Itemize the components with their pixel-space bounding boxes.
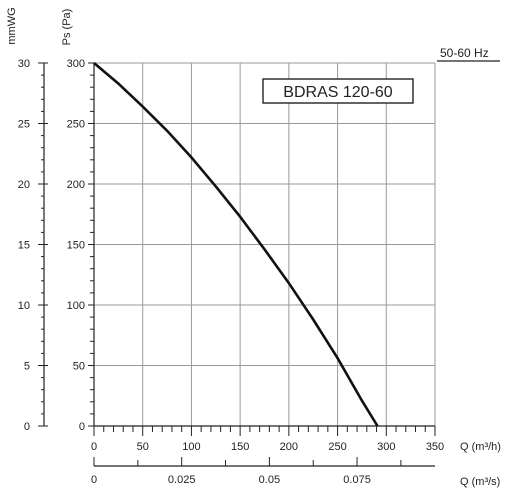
frequency-label: 50-60 Hz: [440, 46, 489, 60]
xlabel-m3s: Q (m³/s): [460, 476, 500, 488]
axes: [43, 60, 500, 467]
y-tick-label-pa: 250: [67, 119, 85, 131]
x-tick-label-m3s: 0.025: [168, 474, 196, 486]
model-label: BDRAS 120-60: [283, 84, 392, 101]
ylabel-mmwg: mmWG: [6, 7, 18, 44]
x-tick-label-m3h: 250: [328, 441, 346, 453]
x-tick-label-m3h: 100: [182, 441, 200, 453]
y-tick-label-mmwg: 30: [18, 58, 30, 70]
pressure-flow-curve: [93, 62, 379, 427]
x-tick-label-m3h: 350: [426, 441, 444, 453]
model-label-box: [262, 78, 414, 104]
axis-ticks: [38, 62, 436, 466]
y-tick-label-mmwg: 25: [18, 119, 30, 131]
x-tick-label-m3h: 0: [91, 441, 97, 453]
x-tick-label-m3h: 200: [280, 441, 298, 453]
xlabel-m3h: Q (m³/h): [460, 441, 501, 453]
x-tick-label-m3h: 150: [231, 441, 249, 453]
x-tick-label-m3s: 0.05: [259, 474, 280, 486]
grid-lines: [94, 62, 436, 426]
x-tick-label-m3s: 0: [91, 474, 97, 486]
x-tick-label-m3s: 0.075: [343, 474, 371, 486]
y-tick-label-mmwg: 10: [18, 300, 30, 312]
y-tick-label-mmwg: 15: [18, 240, 30, 252]
ylabel-ps: Ps (Pa): [61, 9, 73, 46]
y-tick-label-pa: 150: [67, 240, 85, 252]
y-tick-label-pa: 300: [67, 58, 85, 70]
y-tick-label-mmwg: 0: [24, 421, 30, 433]
x-tick-label-m3h: 50: [137, 441, 149, 453]
x-tick-label-m3h: 300: [377, 441, 395, 453]
y-tick-label-pa: 0: [79, 421, 85, 433]
y-tick-label-pa: 100: [67, 300, 85, 312]
y-tick-label-mmwg: 20: [18, 179, 30, 191]
y-tick-label-mmwg: 5: [24, 361, 30, 373]
y-tick-label-pa: 200: [67, 179, 85, 191]
y-tick-label-pa: 50: [73, 361, 85, 373]
